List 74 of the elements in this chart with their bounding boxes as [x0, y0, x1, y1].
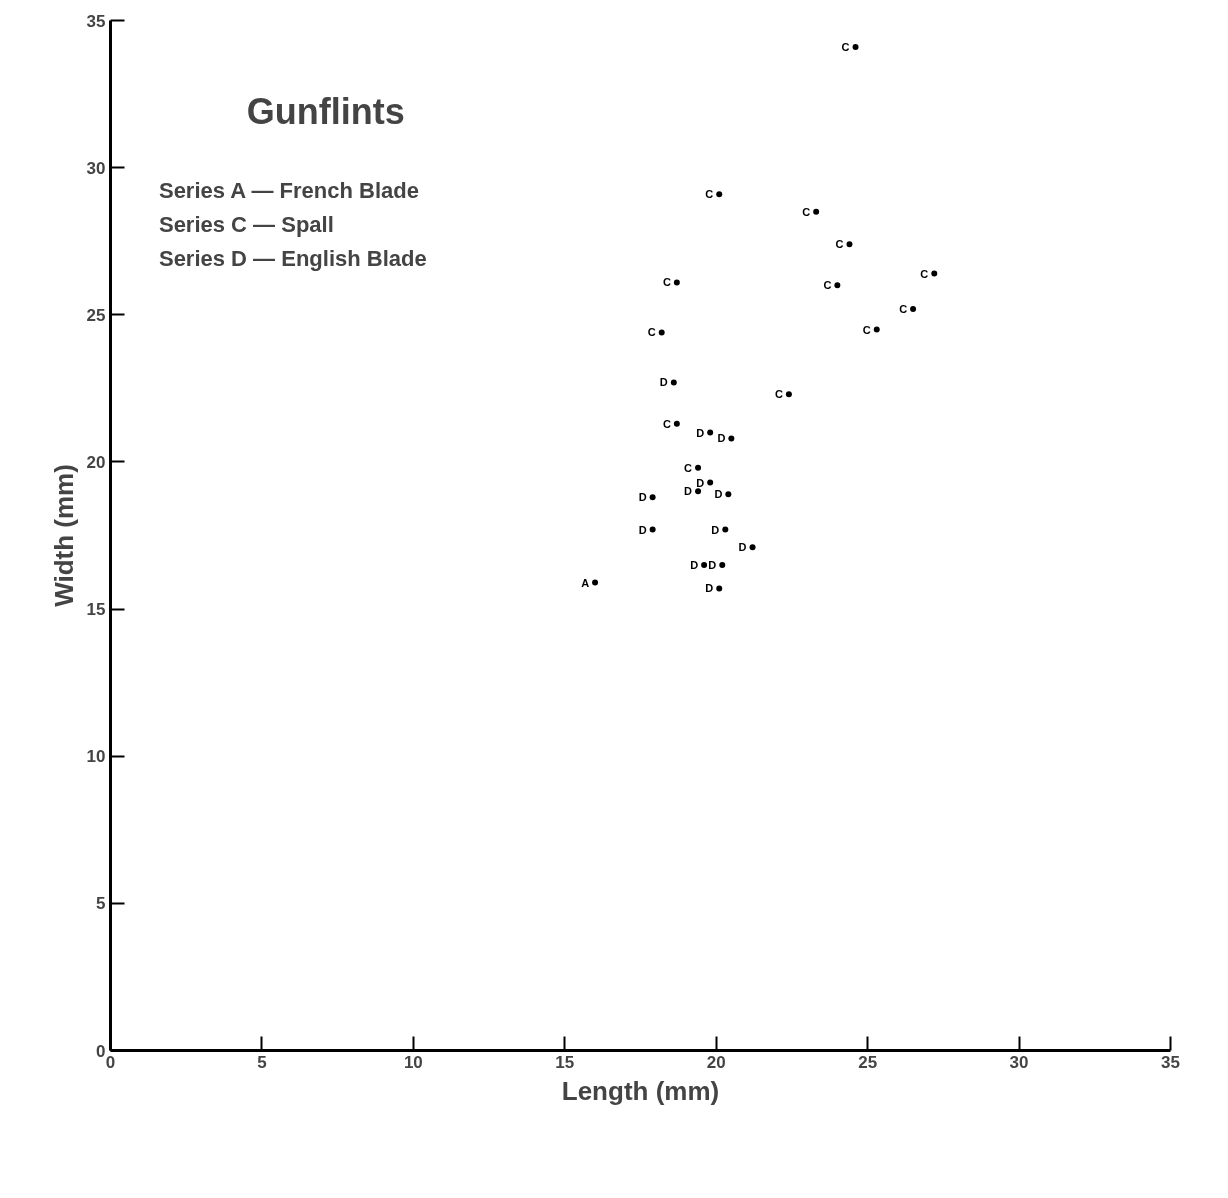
- x-tick-label: 25: [858, 1052, 878, 1072]
- point: [670, 379, 677, 386]
- point: [834, 282, 841, 289]
- text: C: [862, 323, 871, 336]
- y-tick-label: 30: [86, 158, 106, 178]
- y-tick-label: 10: [86, 747, 106, 767]
- point: [846, 241, 853, 248]
- x-tick-label: 20: [706, 1052, 726, 1072]
- x-axis-title: Length (mm): [561, 1075, 720, 1106]
- text: D: [711, 523, 720, 536]
- annotation: Series D — English Blade: [158, 245, 427, 271]
- point: [649, 494, 656, 501]
- x-tick-label: 35: [1161, 1052, 1180, 1072]
- point: [649, 526, 656, 533]
- series-label: A: [581, 576, 590, 589]
- text: D: [696, 426, 705, 439]
- point: [592, 579, 599, 586]
- text: C: [802, 205, 811, 218]
- text: C: [920, 267, 929, 280]
- point: [701, 561, 708, 568]
- text: D: [705, 582, 714, 595]
- y-tick-label: 25: [86, 305, 106, 325]
- point: [785, 391, 792, 398]
- text: D: [684, 485, 693, 498]
- y-tick-label: 35: [86, 11, 106, 31]
- text: C: [899, 302, 908, 315]
- text: Gunflints: [246, 91, 405, 133]
- x-tick-label: 15: [555, 1052, 575, 1072]
- point: [931, 270, 938, 277]
- annotation: Series C — Spall: [158, 211, 334, 237]
- y-axis-title: Width (mm): [48, 464, 79, 607]
- text: C: [662, 276, 671, 289]
- series-label: D: [696, 476, 705, 489]
- point: [658, 329, 665, 336]
- annotation: Series A — French Blade: [158, 177, 419, 203]
- text: D: [738, 541, 747, 554]
- point: [852, 43, 859, 50]
- text: C: [662, 417, 671, 430]
- x-tick-label: 30: [1009, 1052, 1029, 1072]
- x-tick-label: 5: [257, 1052, 267, 1072]
- point: [749, 544, 756, 551]
- text: C: [647, 326, 656, 339]
- x-tick-label: 10: [403, 1052, 423, 1072]
- y-tick-label: 5: [96, 894, 106, 914]
- point: [722, 526, 729, 533]
- text: C: [835, 238, 844, 251]
- point: [728, 435, 735, 442]
- text: C: [684, 461, 693, 474]
- series-label: C: [841, 40, 850, 53]
- point: [673, 420, 680, 427]
- text: D: [714, 488, 723, 501]
- point: [716, 191, 723, 198]
- point: [910, 305, 917, 312]
- text: D: [690, 558, 699, 571]
- point: [695, 464, 702, 471]
- point: [707, 429, 714, 436]
- point: [873, 326, 880, 333]
- point: [707, 479, 714, 486]
- point: [813, 208, 820, 215]
- y-tick-label: 20: [86, 452, 106, 472]
- point: [673, 279, 680, 286]
- point: [716, 585, 723, 592]
- text: D: [638, 523, 647, 536]
- y-tick-label: 15: [86, 600, 106, 620]
- point: [719, 561, 726, 568]
- text: D: [708, 558, 717, 571]
- point: [725, 491, 732, 498]
- text: D: [659, 376, 668, 389]
- text: C: [823, 279, 832, 292]
- text: C: [705, 188, 714, 201]
- text: D: [638, 491, 647, 504]
- text: C: [774, 388, 783, 401]
- text: D: [717, 432, 726, 445]
- point: [695, 488, 702, 495]
